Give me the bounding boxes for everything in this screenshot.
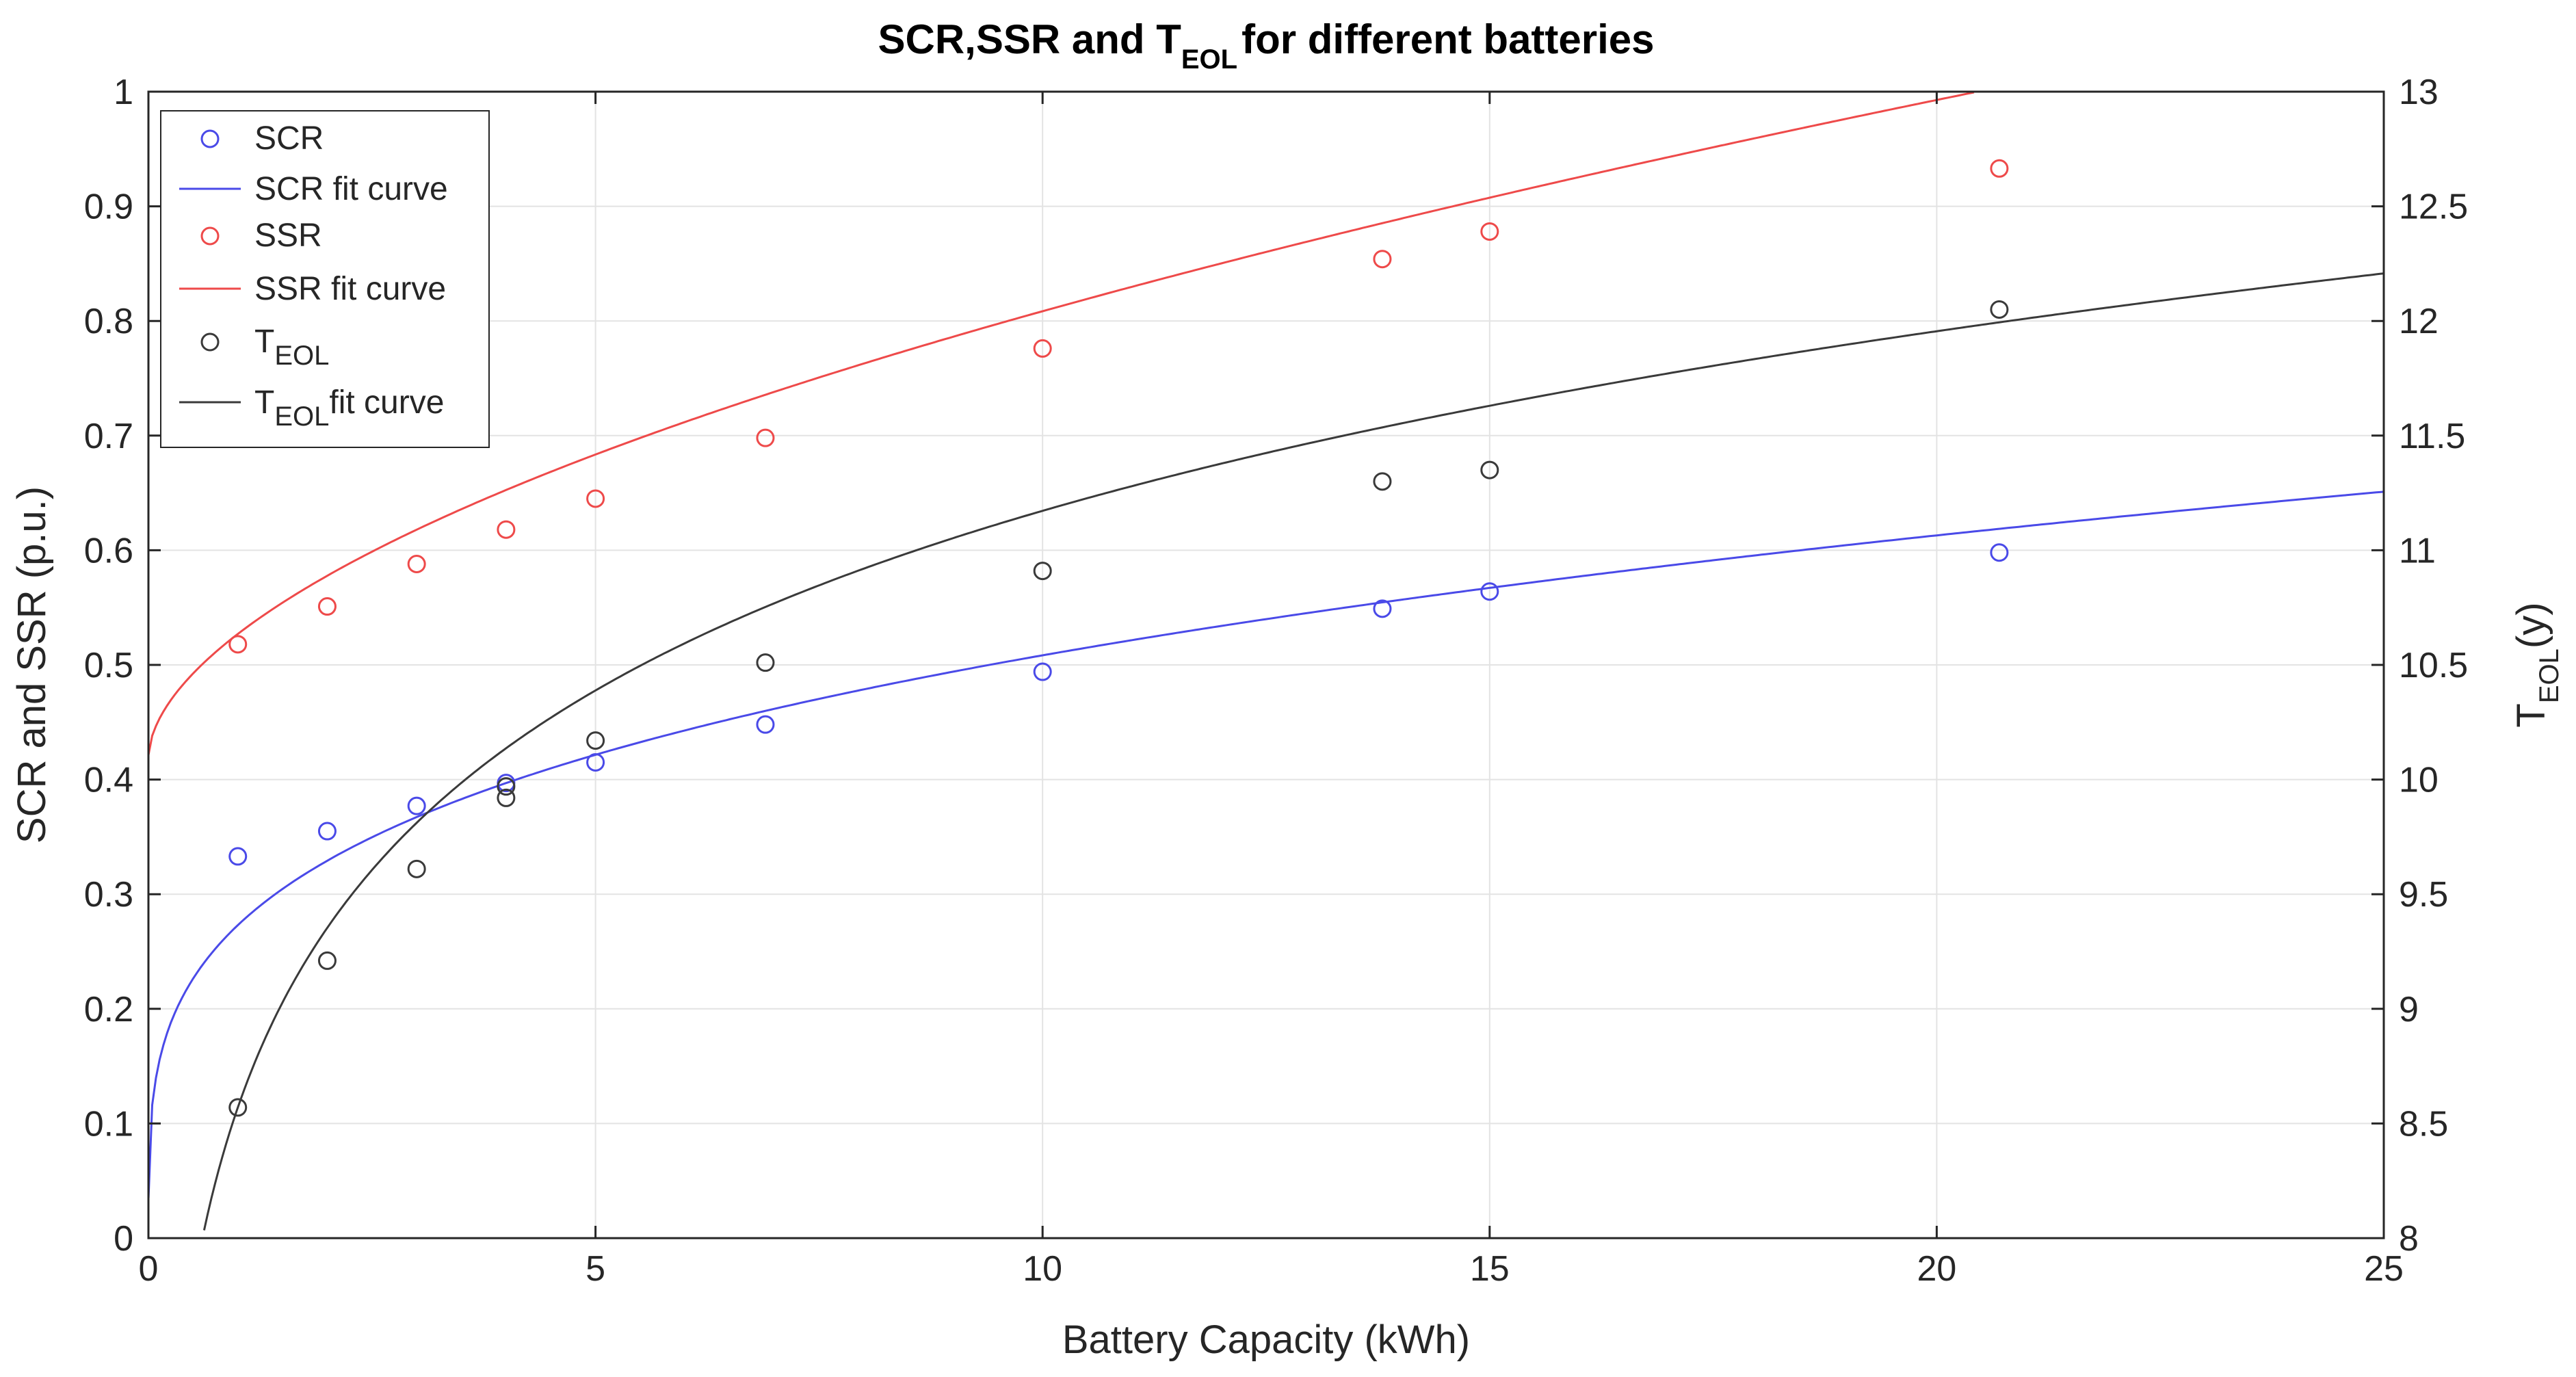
legend-label-ssr-fit: SSR fit curve xyxy=(254,271,446,307)
x-tick-label: 15 xyxy=(1470,1249,1510,1289)
scr-fit-curve xyxy=(147,490,2384,1198)
y-left-tick-label: 0 xyxy=(114,1219,133,1259)
data-markers xyxy=(228,159,2009,1117)
scr-point xyxy=(586,752,605,772)
x-tick-label: 25 xyxy=(2364,1249,2404,1289)
y-right-axis-label-main: T xyxy=(2509,703,2553,727)
legend-label-teol: TEOL xyxy=(254,324,329,371)
ssr-point xyxy=(1033,339,1052,358)
chart-title-main: SCR,SSR and T xyxy=(878,16,1181,62)
ssr-point xyxy=(756,428,775,447)
y-left-tick-label: 0.7 xyxy=(84,417,133,456)
teol-point xyxy=(1480,460,1499,480)
legend-label-teol-fit-subscript: EOL xyxy=(274,402,329,432)
fit-curves xyxy=(147,91,2384,1231)
y-left-tick-label: 0.4 xyxy=(84,761,133,800)
legend-marker-teol xyxy=(200,332,220,352)
y-right-tick-label: 13 xyxy=(2399,73,2439,112)
ssr-fit-curve xyxy=(147,91,1975,755)
y-right-tick-label: 11.5 xyxy=(2399,417,2465,456)
axes-box xyxy=(147,90,2385,1240)
y-right-axis-label-tail: (y) xyxy=(2509,602,2553,648)
y-left-axis-label: SCR and SSR (p.u.) xyxy=(10,486,54,843)
scr-point xyxy=(1990,543,2009,562)
y-right-tick-label: 10 xyxy=(2399,761,2439,800)
y-right-axis-label-subscript: EOL xyxy=(2534,648,2564,703)
x-tick-label: 5 xyxy=(586,1249,605,1289)
ssr-point xyxy=(586,489,605,508)
ssr-point xyxy=(317,597,337,616)
teol-fit-curve xyxy=(202,272,2384,1231)
teol-point xyxy=(1373,472,1392,491)
scr-point xyxy=(1480,582,1499,601)
y-left-tick-label: 1 xyxy=(114,73,133,112)
ssr-point xyxy=(1373,250,1392,269)
ssr-point xyxy=(407,555,426,574)
legend-label-scr: SCR xyxy=(254,120,324,157)
chart-title-subscript: EOL xyxy=(1181,44,1237,75)
chart-title-tail: for different batteries xyxy=(1241,16,1654,62)
legend: SCR SCR fit curve SSR SSR fit curve TEOL… xyxy=(160,110,490,448)
chart-title: SCR,SSR and TEOL for different batteries xyxy=(878,16,1654,75)
scr-point xyxy=(1033,662,1052,681)
scr-point xyxy=(407,796,426,815)
y-left-tick-label: 0.5 xyxy=(84,646,133,685)
scr-point xyxy=(317,822,337,841)
teol-point xyxy=(586,731,605,750)
teol-point xyxy=(228,1098,248,1117)
y-right-tick-label: 12 xyxy=(2399,302,2439,341)
legend-box xyxy=(160,110,490,448)
legend-marker-ssr xyxy=(200,226,220,246)
ssr-point xyxy=(497,520,516,539)
legend-marker-scr xyxy=(200,129,220,148)
x-tick-label: 0 xyxy=(139,1249,159,1289)
x-tick-label: 20 xyxy=(1917,1249,1956,1289)
y-left-tick-label: 0.8 xyxy=(84,302,133,341)
y-right-tick-label: 8.5 xyxy=(2399,1104,2448,1144)
teol-point xyxy=(497,777,516,796)
teol-point xyxy=(756,653,775,672)
x-axis-label: Battery Capacity (kWh) xyxy=(1062,1317,1470,1362)
teol-point xyxy=(1990,300,2009,319)
teol-point xyxy=(317,951,337,970)
legend-swatches xyxy=(179,129,241,404)
teol-point xyxy=(407,859,426,878)
legend-label-teol-fit: TEOLfit curve xyxy=(254,384,444,432)
y-right-tick-label: 12.5 xyxy=(2399,187,2468,227)
y-right-tick-label: 8 xyxy=(2399,1219,2419,1259)
y-right-tick-label: 10.5 xyxy=(2399,646,2468,685)
y-right-axis-label: TEOL(y) xyxy=(2509,602,2564,727)
y-right-tick-label: 9 xyxy=(2399,990,2419,1030)
legend-label-teol-main: T xyxy=(254,324,274,360)
x-tick-label: 10 xyxy=(1023,1249,1062,1289)
teol-point xyxy=(497,788,516,807)
legend-label-teol-fit-tail: fit curve xyxy=(329,384,444,421)
y-left-tick-label: 0.2 xyxy=(84,990,133,1030)
teol-point xyxy=(1033,562,1052,581)
scr-point xyxy=(756,715,775,734)
scr-point xyxy=(1373,599,1392,618)
legend-label-scr-fit: SCR fit curve xyxy=(254,171,448,207)
y-right-tick-label: 11 xyxy=(2399,531,2436,571)
y-left-tick-label: 0.6 xyxy=(84,531,133,571)
y-left-tick-label: 0.1 xyxy=(84,1104,133,1144)
legend-label-ssr: SSR xyxy=(254,218,322,254)
legend-label-teol-fit-main: T xyxy=(254,384,274,421)
y-left-tick-label: 0.9 xyxy=(84,187,133,227)
y-right-tick-label: 9.5 xyxy=(2399,875,2448,915)
ssr-point xyxy=(1480,222,1499,241)
y-left-tick-label: 0.3 xyxy=(84,875,133,915)
scr-point xyxy=(228,847,248,866)
ssr-point xyxy=(1990,159,2009,178)
ssr-point xyxy=(228,635,248,654)
legend-label-teol-subscript: EOL xyxy=(274,341,329,371)
axes: 0 5 10 15 20 25 0 0.1 0.2 0.3 0.4 0.5 0.6 0.7 0.8 0.9 1 8… xyxy=(84,73,2469,1289)
